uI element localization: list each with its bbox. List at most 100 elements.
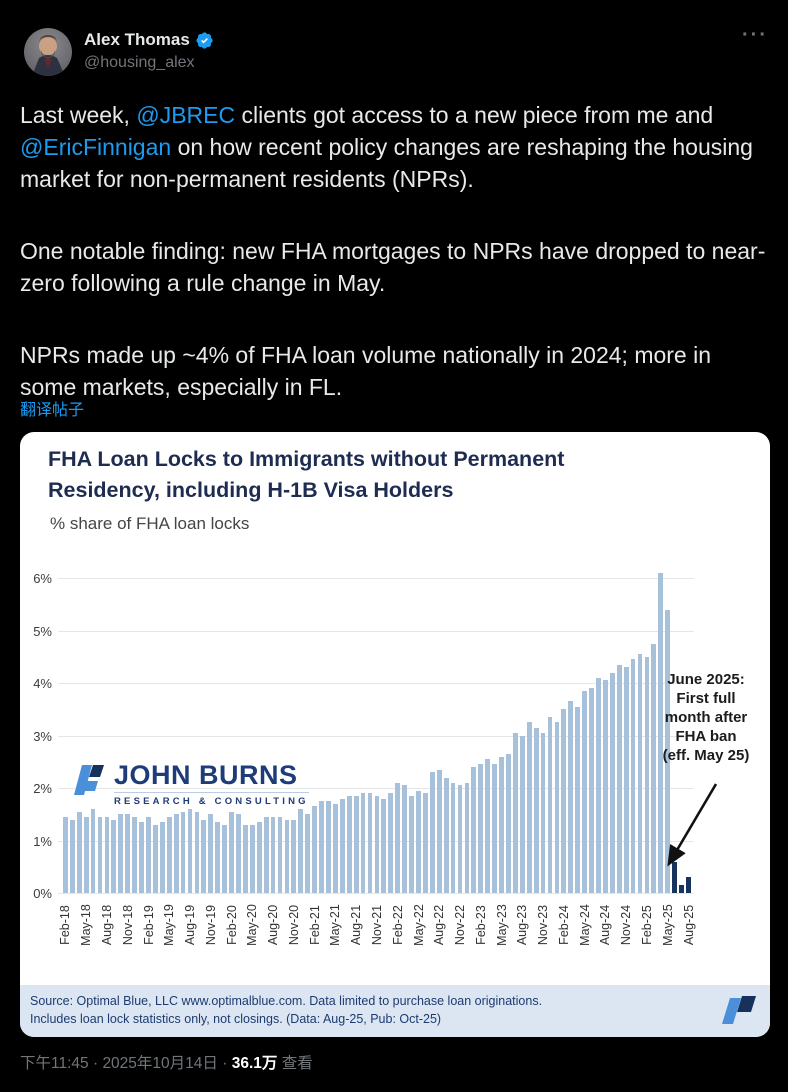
bar <box>630 659 636 893</box>
bar <box>623 667 629 893</box>
tweet-paragraph-1: Last week, @JBREC clients got access to … <box>20 99 772 195</box>
x-axis-tick-label: Nov-23 <box>536 904 551 946</box>
bar <box>658 572 664 893</box>
bar <box>429 772 435 893</box>
bar <box>63 816 68 893</box>
bar <box>104 816 110 893</box>
bar <box>686 877 691 893</box>
bar <box>575 706 581 893</box>
bar <box>533 727 539 893</box>
translate-post-link[interactable]: 翻译帖子 <box>20 402 85 419</box>
tweet-body: Last week, @JBREC clients got access to … <box>20 99 772 403</box>
annotation-line: First full <box>676 690 736 707</box>
bar <box>506 753 511 893</box>
bar <box>582 690 588 893</box>
gridline <box>58 578 694 579</box>
x-axis-tick-label: Aug-19 <box>183 904 198 946</box>
x-axis-tick-label: Feb-18 <box>58 905 73 945</box>
x-axis-tick-label: Aug-23 <box>515 904 530 946</box>
bar <box>409 795 414 893</box>
bar <box>367 793 373 893</box>
bar <box>478 764 484 893</box>
y-axis-tick-label: 4% <box>33 676 52 691</box>
x-axis-tick-label: Nov-21 <box>369 904 384 946</box>
bar <box>215 822 221 893</box>
x-axis-tick-label: May-20 <box>245 904 260 946</box>
john-burns-logo-tagline: RESEARCH & CONSULTING <box>114 796 309 807</box>
x-axis-tick-label: Aug-25 <box>681 904 696 946</box>
bar <box>471 767 477 893</box>
display-name[interactable]: Alex Thomas <box>84 30 190 49</box>
mention-link[interactable]: @JBREC <box>136 102 236 128</box>
bar <box>90 809 96 893</box>
chart-media-card[interactable]: FHA Loan Locks to Immigrants without Per… <box>20 432 770 1037</box>
x-axis-tick-label: Feb-21 <box>307 905 322 945</box>
bar <box>616 664 622 893</box>
bar <box>76 811 82 893</box>
bar <box>270 816 276 893</box>
bar <box>672 861 678 893</box>
bar <box>374 795 380 893</box>
avatar[interactable] <box>24 28 72 76</box>
bar <box>388 793 394 893</box>
bar <box>360 793 366 893</box>
bar <box>395 782 401 893</box>
mention-link[interactable]: @EricFinnigan <box>20 134 172 160</box>
bar <box>485 759 491 893</box>
bar <box>547 717 553 893</box>
y-axis-tick-label: 2% <box>33 781 52 796</box>
bar <box>540 732 546 893</box>
bar <box>166 816 172 893</box>
logo-divider <box>114 792 309 793</box>
bar <box>499 756 504 893</box>
john-burns-logo: JOHN BURNS RESEARCH & CONSULTING <box>66 762 309 807</box>
gridline <box>58 788 694 789</box>
bar <box>229 811 234 893</box>
avatar-image <box>24 28 72 76</box>
x-axis-tick-label: Aug-18 <box>99 904 114 946</box>
x-axis-tick-label: Nov-22 <box>453 904 468 946</box>
bar <box>526 722 532 893</box>
y-axis-tick-label: 3% <box>33 728 52 744</box>
bar <box>305 814 311 893</box>
post-time: 下午11:45 <box>20 1055 89 1072</box>
bar <box>236 814 241 893</box>
bar <box>346 795 352 893</box>
bar <box>339 798 345 893</box>
verified-badge-icon <box>196 31 213 49</box>
x-axis-tick-label: May-21 <box>328 904 343 946</box>
bar <box>679 885 684 893</box>
gridline <box>58 735 694 737</box>
bar <box>589 688 594 893</box>
bar <box>263 816 269 893</box>
meta-separator: · <box>92 1055 99 1072</box>
bar <box>443 777 449 893</box>
bar <box>319 801 324 893</box>
bar <box>187 809 193 893</box>
x-axis-tick-label: May-24 <box>577 904 592 946</box>
x-axis-tick-label: Feb-25 <box>639 905 654 945</box>
x-axis-tick-label: May-25 <box>660 904 675 946</box>
x-axis-tick-label: May-19 <box>162 904 177 946</box>
x-axis-tick-label: Feb-23 <box>473 905 488 945</box>
bar <box>194 811 200 893</box>
bar <box>118 814 124 893</box>
chart-annotation: June 2025: First full month after FHA ban (e… <box>646 670 766 765</box>
more-options-icon[interactable]: ··· <box>742 24 768 46</box>
bar <box>519 735 525 893</box>
user-handle[interactable]: @housing_alex <box>84 54 195 71</box>
bar <box>554 722 560 893</box>
bar <box>326 801 331 893</box>
timestamp-link[interactable]: 下午11:45 · 2025年10月14日 · 36.1万 查看 <box>20 1051 313 1073</box>
chart-subtitle: % share of FHA loan locks <box>50 514 250 533</box>
bar <box>159 822 165 893</box>
annotation-line: FHA ban <box>675 728 737 745</box>
x-axis-tick-label: Aug-21 <box>349 904 364 946</box>
bar <box>609 672 615 893</box>
x-axis-tick-label: Nov-20 <box>286 904 301 946</box>
bar <box>132 816 138 893</box>
x-axis-tick-label: Feb-24 <box>556 905 571 945</box>
john-burns-logo-text: JOHN BURNS <box>114 760 298 790</box>
gridline <box>58 893 694 894</box>
